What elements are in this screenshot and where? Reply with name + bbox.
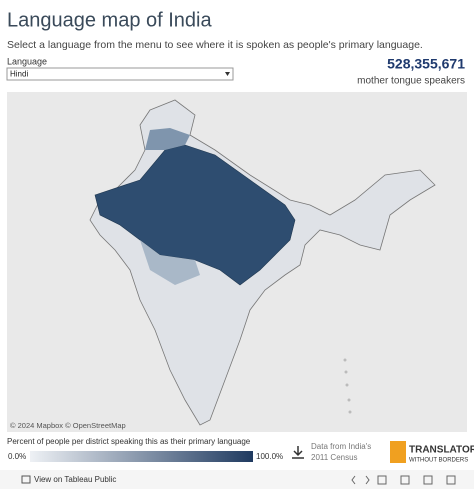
speaker-caption: mother tongue speakers (357, 76, 465, 87)
map-attribution: © 2024 Mapbox © OpenStreetMap (10, 421, 126, 430)
footer-link[interactable]: View on Tableau Public (34, 475, 116, 484)
legend-gradient (30, 451, 253, 462)
footer-bar (0, 470, 474, 489)
title: Language map of India (7, 9, 212, 31)
download-icon[interactable] (292, 446, 304, 459)
dropdown-value[interactable]: Hindi (10, 70, 28, 79)
source-line: Data from India's (311, 442, 371, 451)
dropdown-arrow (225, 72, 230, 76)
mid-region (140, 240, 200, 285)
footer-icons[interactable] (351, 475, 456, 485)
source-line: 2011 Census (311, 453, 358, 462)
legend-min: 0.0% (8, 452, 26, 461)
tableau-icon (21, 475, 31, 484)
subtitle: Select a language from the menu to see w… (7, 39, 423, 51)
logo-text: TRANSLATORS (409, 445, 474, 456)
mid-region (145, 128, 190, 150)
legend-max: 100.0% (256, 452, 283, 461)
dropdown[interactable] (6, 67, 234, 81)
speaker-count: 528,355,671 (387, 56, 465, 72)
islands (343, 358, 352, 414)
legend-title: Percent of people per district speaking … (7, 437, 251, 446)
logo-text: WITHOUT BORDERS (409, 458, 468, 464)
filter-label: Language (7, 56, 47, 66)
logo-mark (390, 441, 406, 463)
